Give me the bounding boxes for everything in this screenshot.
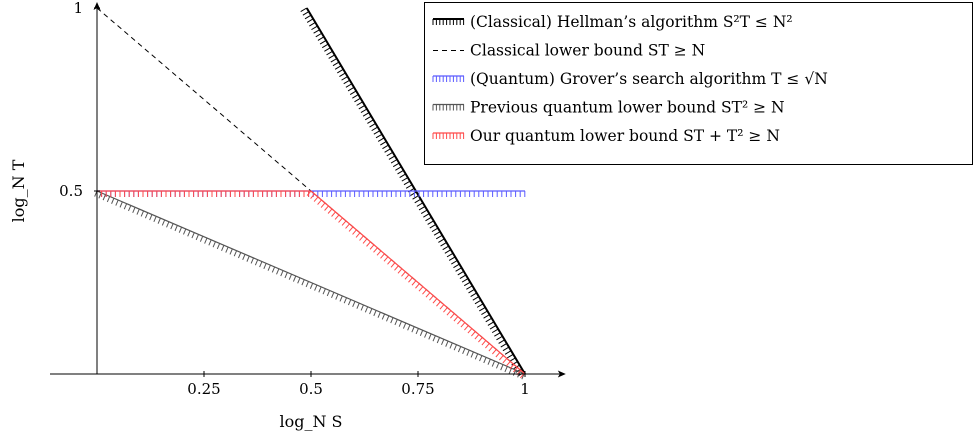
x-axis-arrow [557, 370, 566, 378]
legend-label: (Quantum) Grover’s search algorithm T ≤ … [470, 70, 828, 88]
legend-swatch-hatch [432, 104, 465, 111]
series-4 [96, 190, 526, 379]
series-4-segment-hatch [306, 190, 525, 379]
legend-swatch-2 [432, 75, 465, 82]
series-3-segment-line [96, 190, 526, 375]
series-layer [94, 7, 526, 380]
y-axis-title: log_N T [9, 159, 28, 222]
legend: (Classical) Hellman’s algorithm S²T ≤ N²… [424, 2, 973, 165]
legend-swatch-hatch [432, 19, 465, 25]
axes-layer: 0.25 0.5 0.75 1 0.5 1 log_N S log_N T [9, 0, 566, 431]
legend-swatch-hatch [432, 133, 465, 139]
legend-swatch-3 [432, 103, 465, 111]
series-4-segment-hatch [96, 191, 310, 197]
series-4-segment [306, 190, 526, 379]
series-4-segment-line [310, 190, 526, 375]
series-3-segment-hatch [94, 190, 525, 380]
series-4-segment [96, 190, 311, 197]
x-tick-label: 0.5 [299, 380, 323, 398]
series-3 [94, 190, 526, 380]
legend-swatch-hatch [432, 76, 465, 82]
series-3-segment [94, 190, 526, 380]
legend-label: Our quantum lower bound ST + T² ≥ N [470, 127, 780, 145]
legend-label: Classical lower bound ST ≥ N [470, 42, 705, 60]
x-axis-title: log_N S [279, 412, 342, 431]
legend-label: (Classical) Hellman’s algorithm S²T ≤ N² [470, 13, 793, 31]
legend-box [424, 2, 973, 165]
y-tick-label: 1 [73, 0, 83, 17]
legend-swatch-4 [432, 132, 465, 139]
legend-swatch-0 [432, 18, 465, 25]
x-tick-label: 1 [520, 380, 530, 398]
x-tick-label: 0.25 [187, 380, 220, 398]
legend-label: Previous quantum lower bound ST² ≥ N [470, 99, 785, 117]
series-0-segment-hatch [300, 7, 525, 377]
x-tick-label: 0.75 [401, 380, 434, 398]
y-tick-label: 0.5 [59, 182, 83, 200]
